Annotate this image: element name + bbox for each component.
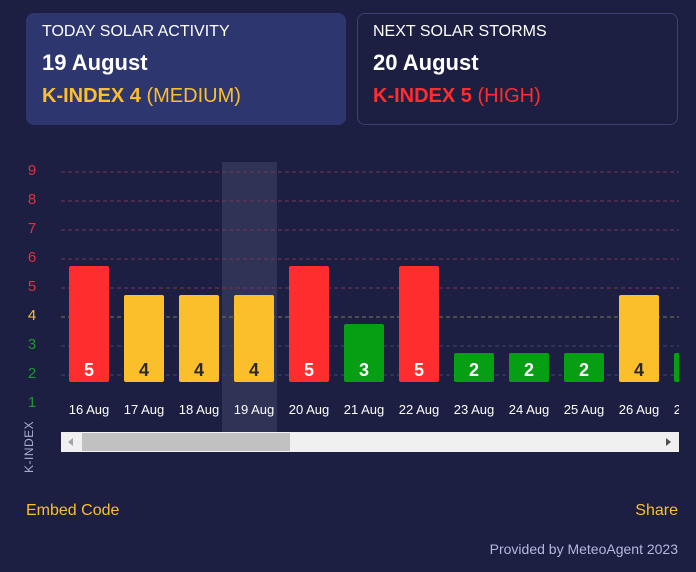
x-tick-label: 21 Aug (344, 402, 385, 417)
y-tick-label-4: 4 (27, 307, 37, 324)
bar-18-aug[interactable] (179, 295, 219, 382)
bar-17-aug[interactable] (124, 295, 164, 382)
y-tick-label-5: 5 (27, 278, 37, 295)
x-tick-label: 19 Aug (234, 402, 275, 417)
embed-code-link[interactable]: Embed Code (26, 502, 120, 519)
y-tick-label-2: 2 (27, 365, 37, 382)
kindex-bar-chart: 5 16 Aug 4 17 Aug 4 18 Aug 4 19 Aug 5 20 Aug 3 21 A… (61, 162, 696, 432)
card-date: 20 August (373, 50, 479, 75)
bar-value-label: 5 (304, 360, 314, 380)
bar-value-label: 4 (249, 360, 259, 380)
bar-22-aug[interactable] (399, 266, 439, 382)
chart-horizontal-scrollbar[interactable] (61, 432, 679, 452)
bars-group: 5 16 Aug 4 17 Aug 4 18 Aug 4 19 Aug 5 20 Aug 3 21 A… (69, 266, 696, 417)
x-tick-label: 22 Aug (399, 402, 440, 417)
bar-value-label: 5 (414, 360, 424, 380)
bar-value-label: 2 (579, 360, 589, 380)
card-date: 19 August (42, 50, 148, 75)
y-tick-label-7: 7 (27, 220, 37, 237)
y-tick-label-9: 9 (27, 162, 37, 179)
scroll-left-arrow-icon[interactable] (68, 438, 73, 446)
x-tick-label: 18 Aug (179, 402, 220, 417)
share-link[interactable]: Share (635, 502, 678, 519)
y-tick-label-3: 3 (27, 336, 37, 353)
y-tick-label-8: 8 (27, 191, 37, 208)
bar-value-label: 3 (359, 360, 369, 380)
bar-value-label: 2 (469, 360, 479, 380)
bar-value-label: 2 (524, 360, 534, 380)
card-title: NEXT SOLAR STORMS (373, 23, 547, 40)
kindex-value: K-INDEX 4 (42, 85, 141, 107)
bar-16-aug[interactable] (69, 266, 109, 382)
x-tick-label: 20 Aug (289, 402, 330, 417)
credit-text: Provided by MeteoAgent 2023 (489, 541, 678, 557)
y-axis-title: K-INDEX (22, 420, 36, 473)
x-tick-label: 16 Aug (69, 402, 110, 417)
x-tick-label: 25 Aug (564, 402, 605, 417)
bar-23-aug[interactable] (454, 353, 494, 382)
kindex-level: (MEDIUM) (146, 85, 241, 107)
today-solar-activity-card: TODAY SOLAR ACTIVITY 19 August K-INDEX 4… (26, 13, 346, 125)
next-solar-storms-card: NEXT SOLAR STORMS 20 August K-INDEX 5 (H… (357, 13, 678, 125)
bar-value-label: 4 (194, 360, 204, 380)
bar-27-aug[interactable] (674, 353, 696, 382)
bar-value-label: 5 (84, 360, 94, 380)
kindex-value: K-INDEX 5 (373, 85, 472, 107)
card-title: TODAY SOLAR ACTIVITY (42, 23, 230, 40)
x-tick-label: 26 Aug (619, 402, 660, 417)
bar-value-label: 4 (634, 360, 644, 380)
bar-value-label: 2 (689, 360, 696, 380)
y-tick-label-6: 6 (27, 249, 37, 266)
bar-20-aug[interactable] (289, 266, 329, 382)
kindex-level: (HIGH) (477, 85, 541, 107)
bar-value-label: 4 (139, 360, 149, 380)
scrollbar-thumb[interactable] (82, 433, 290, 451)
x-tick-label: 27 Aug (674, 402, 696, 417)
bar-21-aug[interactable] (344, 324, 384, 382)
bar-19-aug[interactable] (234, 295, 274, 382)
x-tick-label: 17 Aug (124, 402, 165, 417)
bar-24-aug[interactable] (509, 353, 549, 382)
bar-26-aug[interactable] (619, 295, 659, 382)
x-tick-label: 24 Aug (509, 402, 550, 417)
y-tick-label-1: 1 (27, 394, 37, 411)
scroll-right-arrow-icon[interactable] (666, 438, 671, 446)
bar-25-aug[interactable] (564, 353, 604, 382)
x-tick-label: 23 Aug (454, 402, 495, 417)
